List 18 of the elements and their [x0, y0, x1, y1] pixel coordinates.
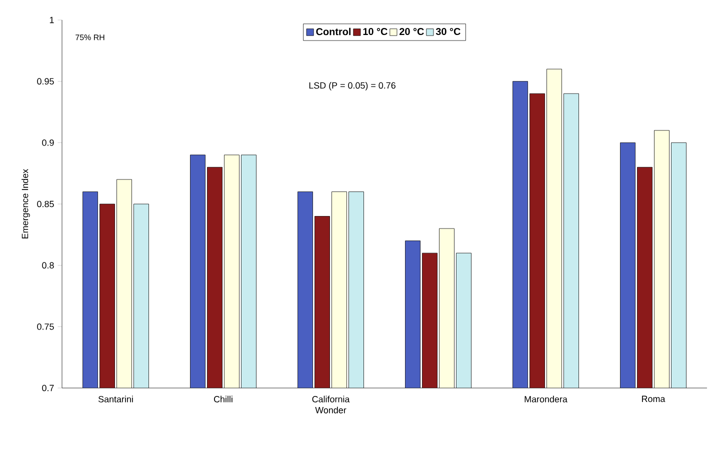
x-tick-label: Roma [642, 396, 666, 402]
annotation: LSD (P = 0.05) = 0.76 [309, 82, 396, 90]
legend-label: 20 °C [400, 28, 424, 36]
y-tick-label: 0.85 [37, 200, 54, 208]
legend-label: Control [316, 28, 350, 36]
y-tick-label: 0.7 [42, 384, 54, 392]
y-tick-label: 0.75 [37, 323, 54, 330]
y-tick-label: 1 [50, 16, 54, 24]
y-tick-label: 0.9 [42, 139, 54, 146]
x-tick-label: Chilli [214, 396, 232, 402]
y-tick-label: 0.8 [42, 262, 54, 269]
x-tick-label: Santarini [98, 396, 133, 402]
x-tick-label: California Wonder [312, 396, 350, 414]
x-tick-label: Marondera [524, 396, 568, 402]
legend-label: 10 °C [363, 28, 388, 36]
legend-label: 30 °C [436, 28, 460, 36]
y-axis-title: Emergence Index [22, 168, 30, 238]
y-tick-label: 0.95 [37, 78, 54, 85]
